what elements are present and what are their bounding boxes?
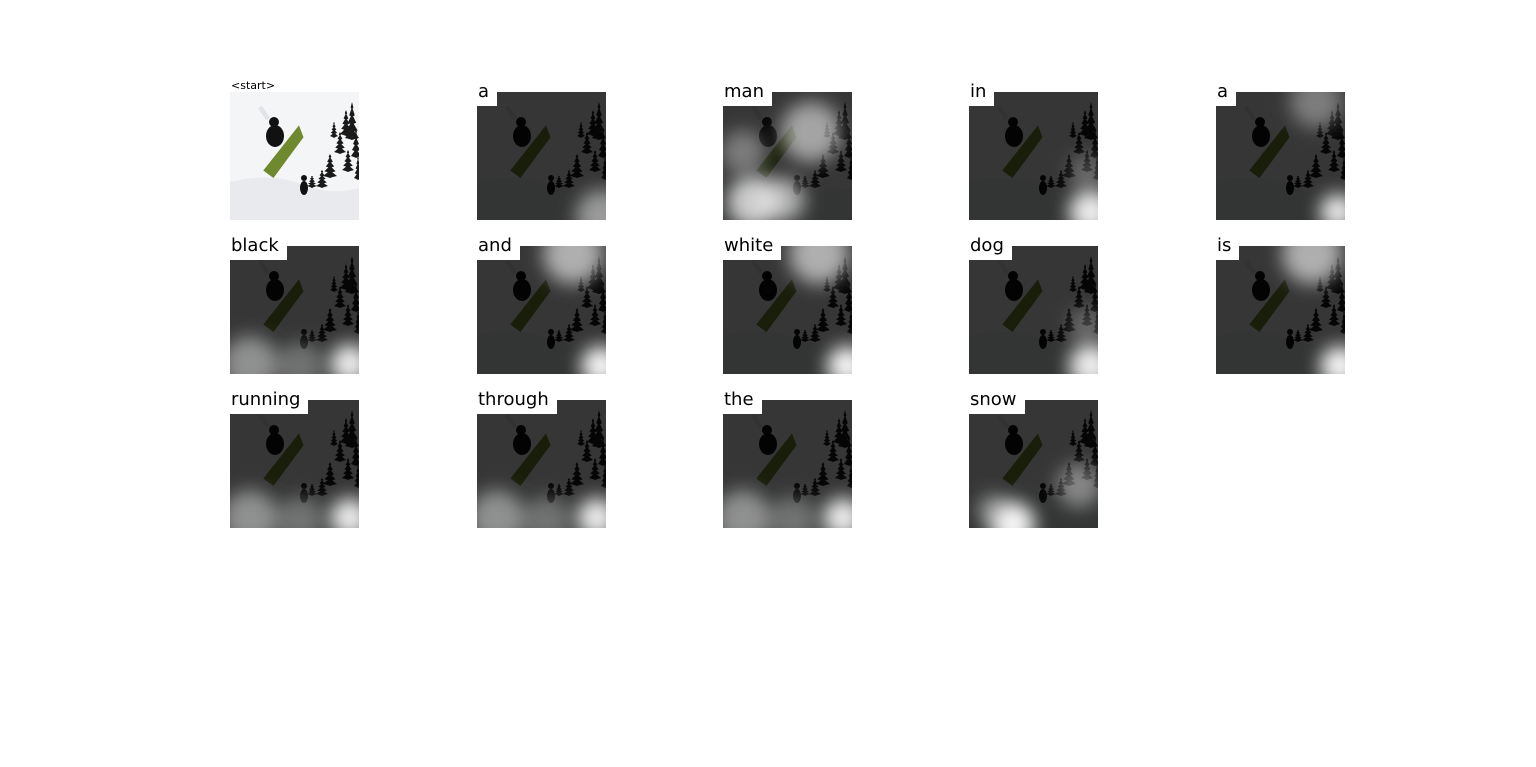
panel-word-3: in	[969, 78, 1098, 220]
token-label: black	[230, 232, 287, 260]
token-label: a	[477, 78, 498, 106]
attention-map-image	[1216, 246, 1345, 374]
token-label: through	[477, 386, 557, 414]
attention-map-image	[969, 92, 1098, 220]
panel-word-13: snow	[969, 386, 1098, 528]
attention-map-image	[477, 246, 606, 374]
token-label: man	[723, 78, 772, 106]
token-label: white	[723, 232, 782, 260]
attention-map-image	[723, 92, 852, 220]
panel-word-2: man	[723, 78, 852, 220]
panel-start: <start>	[230, 80, 359, 220]
attention-map-image	[723, 246, 852, 374]
panel-word-9: is	[1216, 232, 1345, 374]
token-label: and	[477, 232, 520, 260]
panel-word-7: white	[723, 232, 852, 374]
panel-word-11: through	[477, 386, 606, 528]
token-label: the	[723, 386, 762, 414]
attention-map-image	[969, 246, 1098, 374]
original-snowboard-image	[230, 92, 359, 220]
panel-word-8: dog	[969, 232, 1098, 374]
token-label: in	[969, 78, 995, 106]
token-label: dog	[969, 232, 1012, 260]
panel-word-5: black	[230, 232, 359, 374]
attention-map-image	[1216, 92, 1345, 220]
panel-word-10: running	[230, 386, 359, 528]
token-label: running	[230, 386, 309, 414]
panel-word-1: a	[477, 78, 606, 220]
panel-word-6: and	[477, 232, 606, 374]
attention-map-image	[477, 92, 606, 220]
token-label: snow	[969, 386, 1025, 414]
panel-word-12: the	[723, 386, 852, 528]
token-label: a	[1216, 78, 1237, 106]
attention-map-image	[230, 400, 359, 528]
attention-map-image	[230, 246, 359, 374]
attention-map-image	[969, 400, 1098, 528]
attention-map-image	[723, 400, 852, 528]
panel-word-4: a	[1216, 78, 1345, 220]
token-label-start: <start>	[230, 80, 283, 92]
attention-map-image	[477, 400, 606, 528]
token-label: is	[1216, 232, 1240, 260]
